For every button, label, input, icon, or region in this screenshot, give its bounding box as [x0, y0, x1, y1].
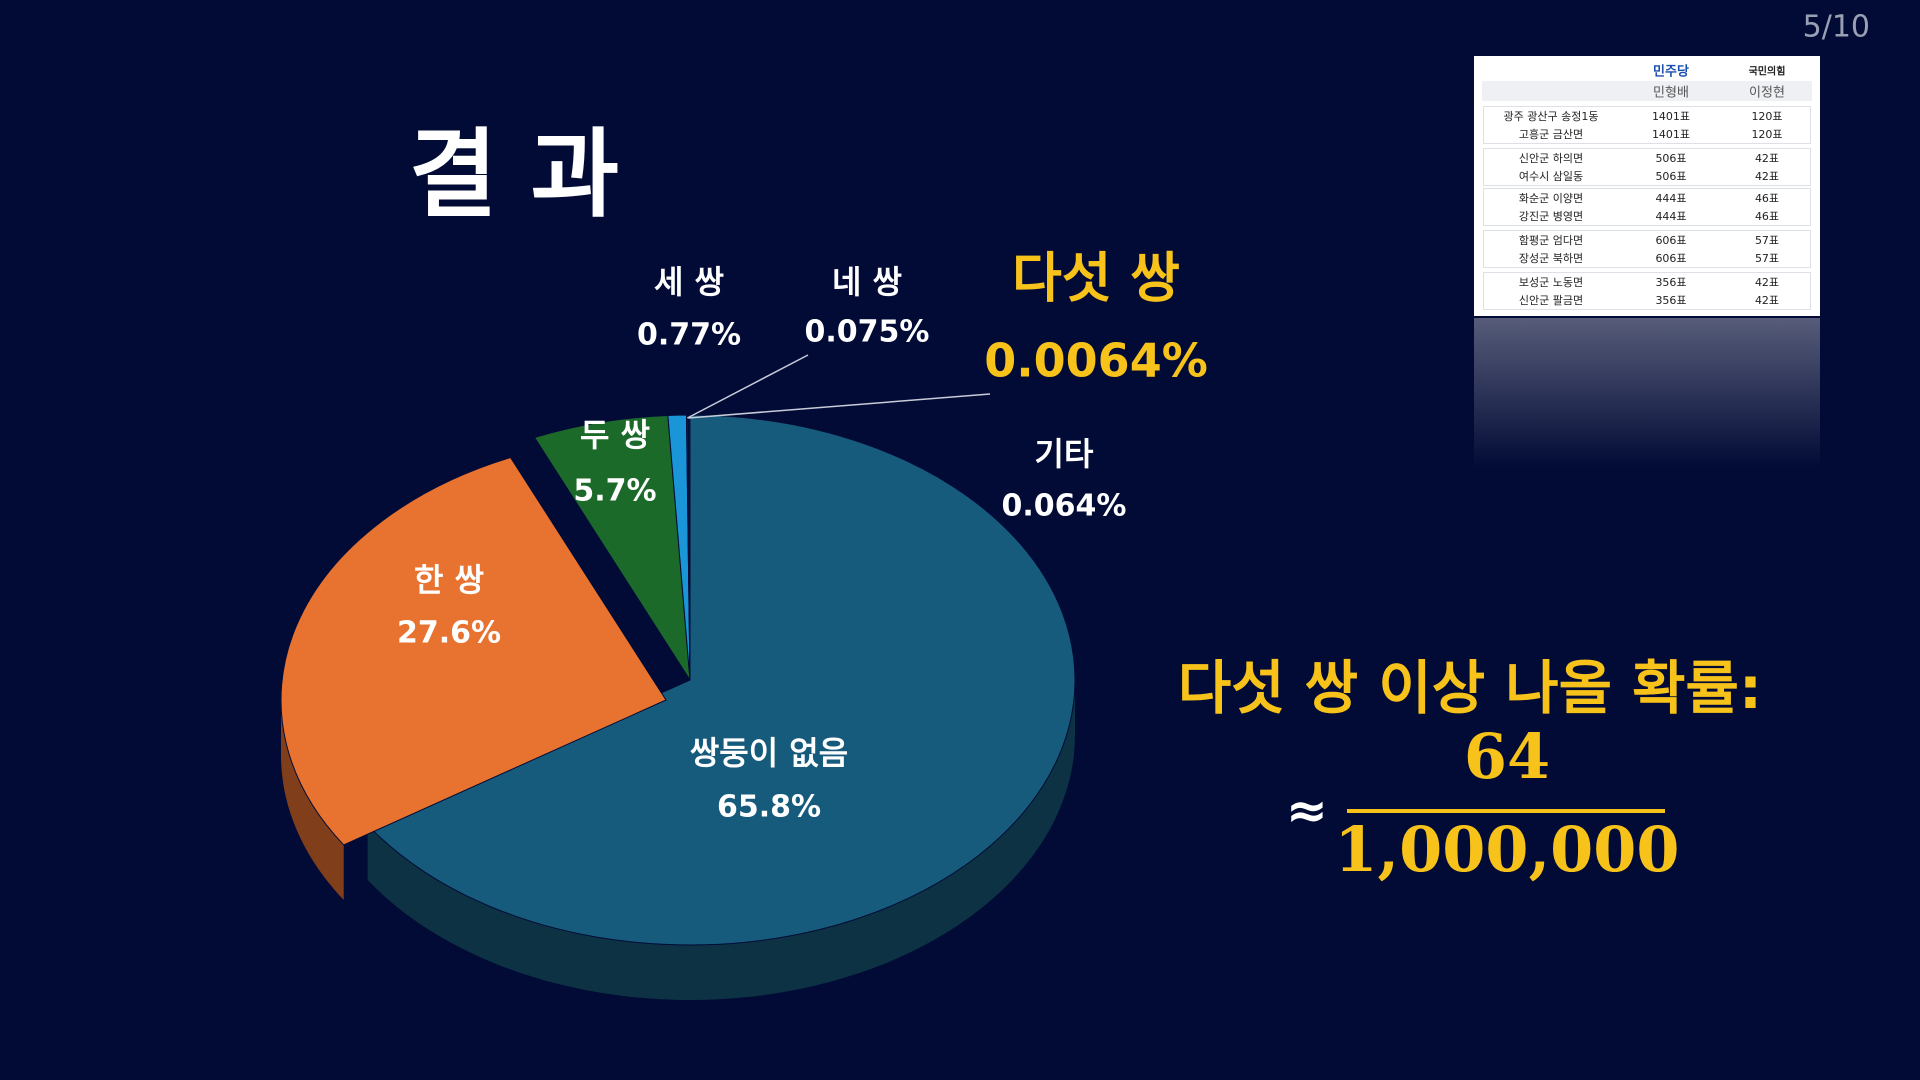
table-reflection [1474, 318, 1820, 468]
pie-side [367, 680, 1075, 1001]
cell: 42표 [1754, 152, 1780, 165]
pie-slice [280, 456, 667, 846]
cell: 신안군 팔금면 [1518, 294, 1584, 307]
slice-value-label: 0.0064% [984, 334, 1208, 388]
cell: 506표 [1655, 170, 1687, 183]
row-group [1483, 230, 1811, 268]
slice-value-label: 65.8% [717, 790, 821, 825]
cell: 42표 [1754, 170, 1780, 183]
slice-label: 기타 [1035, 435, 1094, 473]
cell: 606표 [1655, 234, 1687, 247]
row-group [1483, 188, 1811, 226]
candidate: 민형배 [1653, 85, 1689, 101]
cell: 506표 [1655, 152, 1687, 165]
cell: 광주 광산구 송정1동 [1503, 110, 1599, 123]
screenshot-table: 민주당 국민의힘 민형배 이정현 광주 광산구 송정1동 1401표 120표 고흥군 금산면… [1474, 56, 1820, 316]
cell: 42표 [1754, 276, 1780, 289]
cell: 강진군 병영면 [1518, 210, 1584, 223]
slice-label: 다섯 쌍 [1012, 247, 1180, 310]
row-group [1483, 272, 1811, 310]
pie-side [281, 700, 344, 900]
cell: 46표 [1754, 192, 1780, 205]
numerator: 64 [1464, 720, 1550, 793]
party: 국민의힘 [1748, 66, 1786, 78]
slice-value-label: 0.064% [1002, 489, 1127, 524]
slice-value-label: 0.77% [637, 318, 741, 353]
cell: 57표 [1754, 252, 1780, 265]
cell: 1401표 [1651, 110, 1691, 123]
cell: 356표 [1655, 276, 1687, 289]
probability-label: 다섯 쌍 이상 나올 확률: [1178, 654, 1762, 722]
candidate: 이정현 [1749, 85, 1785, 101]
cell: 함평군 엄다면 [1518, 234, 1584, 247]
cell: 444표 [1655, 192, 1687, 205]
row-group [1483, 106, 1811, 144]
cell: 606표 [1655, 252, 1687, 265]
leader-line [687, 354, 809, 419]
cell: 120표 [1751, 128, 1783, 141]
cell: 356표 [1655, 294, 1687, 307]
pie-slice [687, 414, 691, 681]
cell: 장성군 북하면 [1518, 252, 1584, 265]
cell: 57표 [1754, 234, 1780, 247]
pie-slice [366, 414, 1076, 946]
slice-value-label: 27.6% [397, 616, 501, 651]
denominator: 1,000,000 [1334, 813, 1679, 886]
slice-value-label: 5.7% [573, 474, 656, 509]
cell: 보성군 노동면 [1518, 276, 1584, 289]
cell: 여수시 삼일동 [1518, 170, 1584, 183]
slice-label: 세 쌍 [654, 263, 724, 301]
cell: 신안군 하의면 [1518, 152, 1584, 165]
cell: 46표 [1754, 210, 1780, 223]
pie-slice [533, 414, 691, 681]
chart-title: 결 과 [409, 118, 619, 230]
cell: 고흥군 금산면 [1518, 128, 1584, 141]
slice-label: 한 쌍 [414, 561, 484, 599]
cell: 444표 [1655, 210, 1687, 223]
party: 민주당 [1653, 64, 1689, 80]
header-band [1482, 81, 1812, 101]
leader-line [688, 393, 991, 419]
approx-sign: ≈ [1286, 782, 1328, 840]
slice-label: 네 쌍 [832, 263, 902, 301]
cell: 120표 [1751, 110, 1783, 123]
pie [280, 414, 1076, 1001]
slice-label: 쌍둥이 없음 [690, 734, 848, 772]
cell: 화순군 이양면 [1518, 192, 1584, 205]
cell: 42표 [1754, 294, 1780, 307]
row-group [1483, 148, 1811, 186]
page-number: 5/10 [1803, 10, 1870, 45]
cell: 1401표 [1651, 128, 1691, 141]
slice-label: 두 쌍 [580, 416, 650, 454]
slice-value-label: 0.075% [805, 315, 930, 350]
